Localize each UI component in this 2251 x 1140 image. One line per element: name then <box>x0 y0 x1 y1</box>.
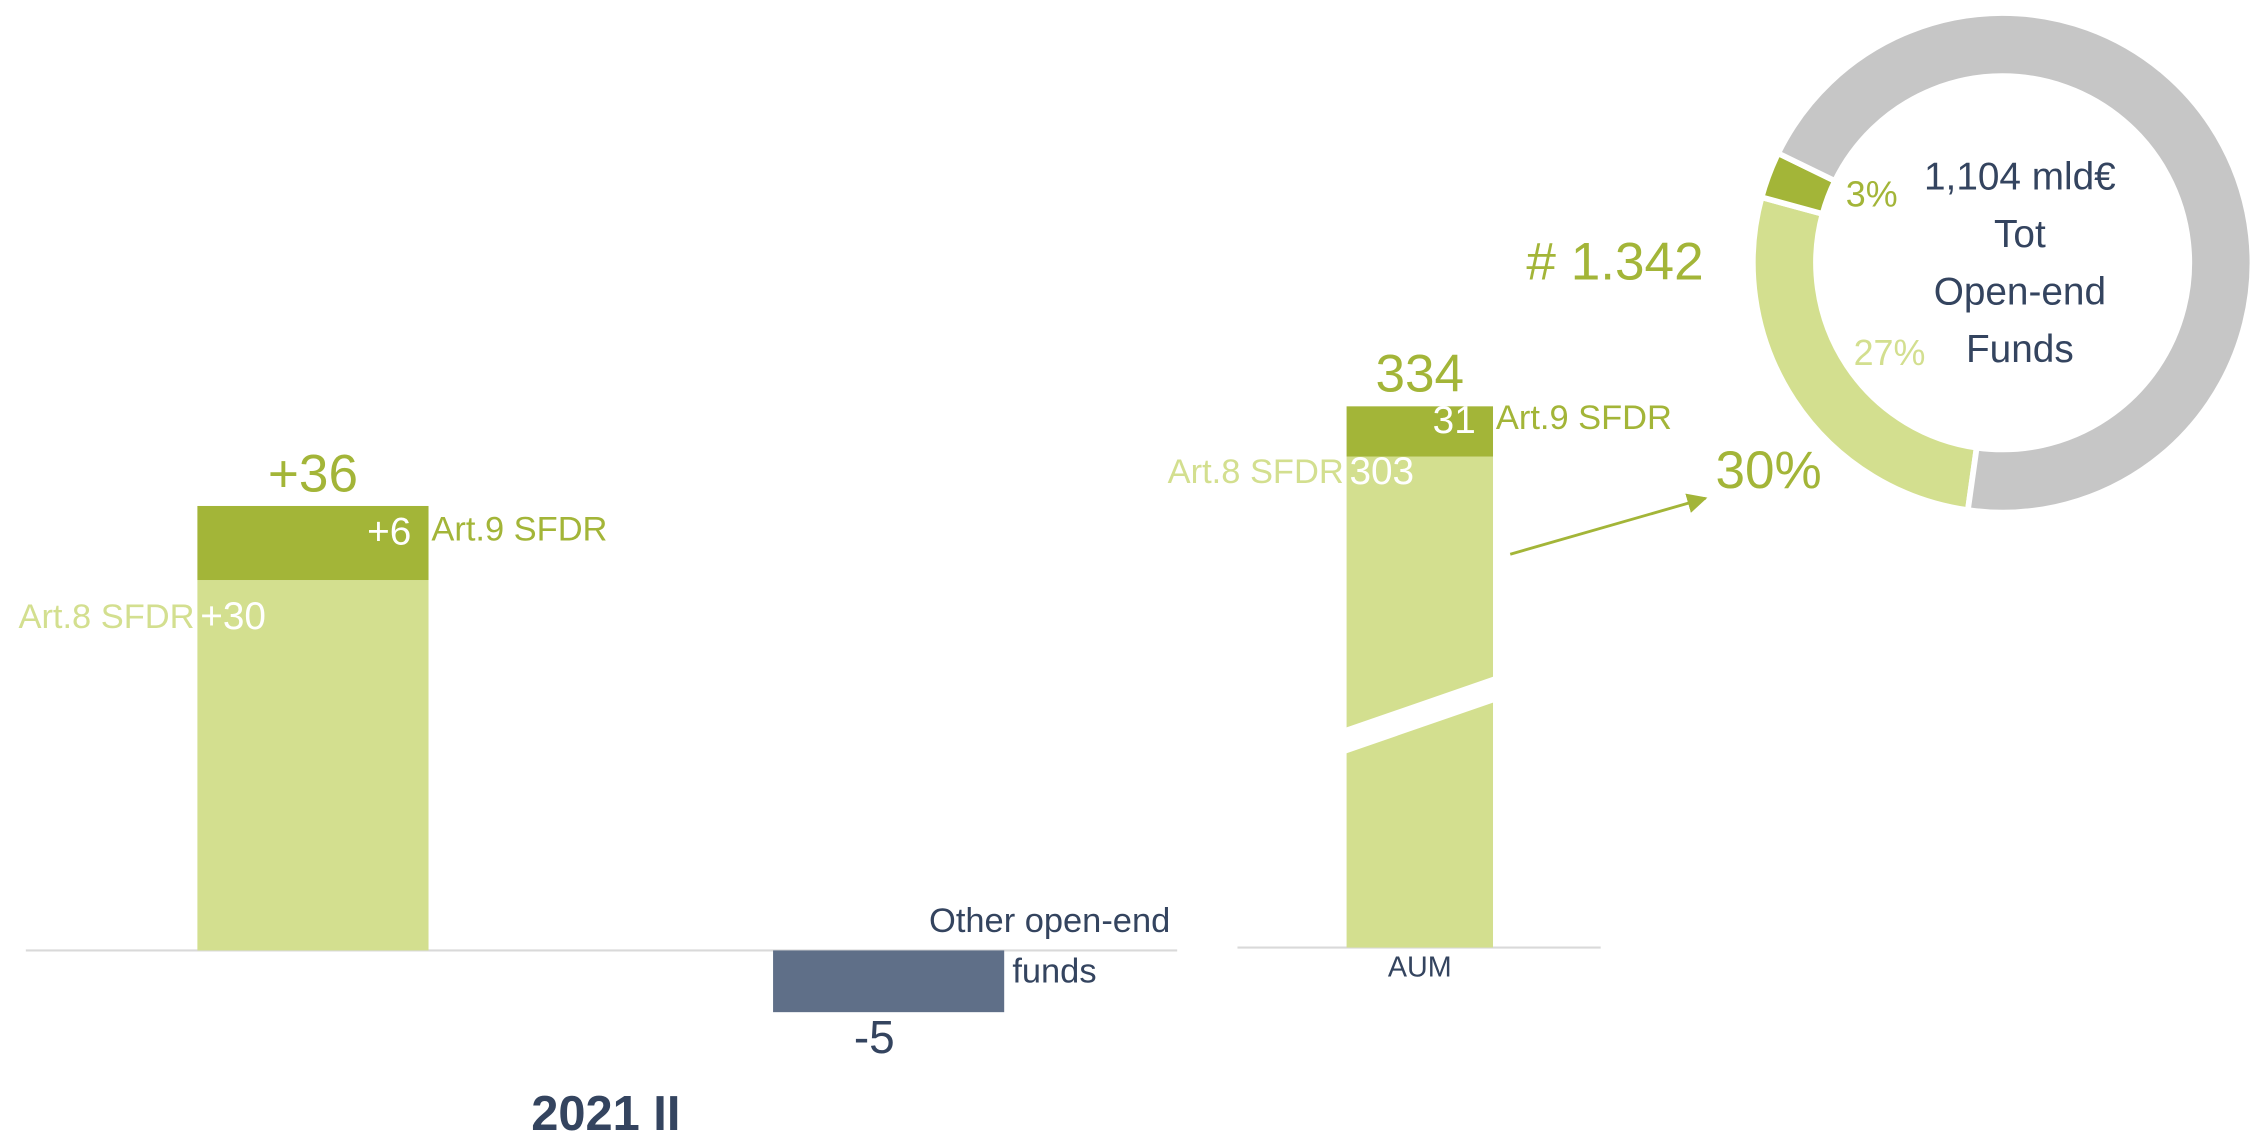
arrow <box>1509 493 1708 556</box>
data-label: 303 <box>1349 450 1414 493</box>
bar-segment <box>197 580 429 951</box>
bar-segment <box>1346 406 1494 457</box>
bar-segment <box>773 950 1005 1013</box>
series-label: Art.9 SFDR <box>431 511 607 549</box>
center-text: Funds <box>1966 328 2074 371</box>
total-label: 334 <box>1375 345 1464 404</box>
chart-title: 2021 II <box>531 1087 680 1140</box>
data-label: -5 <box>854 1011 895 1063</box>
data-label: 31 <box>1433 399 1476 442</box>
axis-break <box>1345 676 1495 754</box>
donut-segment <box>1774 10 2251 516</box>
bar-segment <box>197 505 429 581</box>
center-text: Open-end <box>1934 271 2106 314</box>
data-label: +6 <box>367 511 411 554</box>
annotation: # 1.342 <box>1526 233 1703 292</box>
data-label: 27% <box>1854 333 1926 373</box>
series-label: Art.9 SFDR <box>1496 399 1672 437</box>
center-text: Tot <box>1994 213 2046 256</box>
annotation: 30% <box>1715 441 1821 500</box>
series-label: Art.8 SFDR <box>1168 453 1344 491</box>
series-label: Art.8 SFDR <box>18 598 194 636</box>
donut-segment <box>1749 193 1980 514</box>
center-text: 1,104 mld€ <box>1924 156 2116 199</box>
data-label: 3% <box>1846 175 1898 215</box>
x-tick-label: AUM <box>1388 952 1452 984</box>
total-label: +36 <box>268 444 358 503</box>
series-label: Other open-end funds <box>929 902 1180 990</box>
data-label: +30 <box>200 595 266 638</box>
